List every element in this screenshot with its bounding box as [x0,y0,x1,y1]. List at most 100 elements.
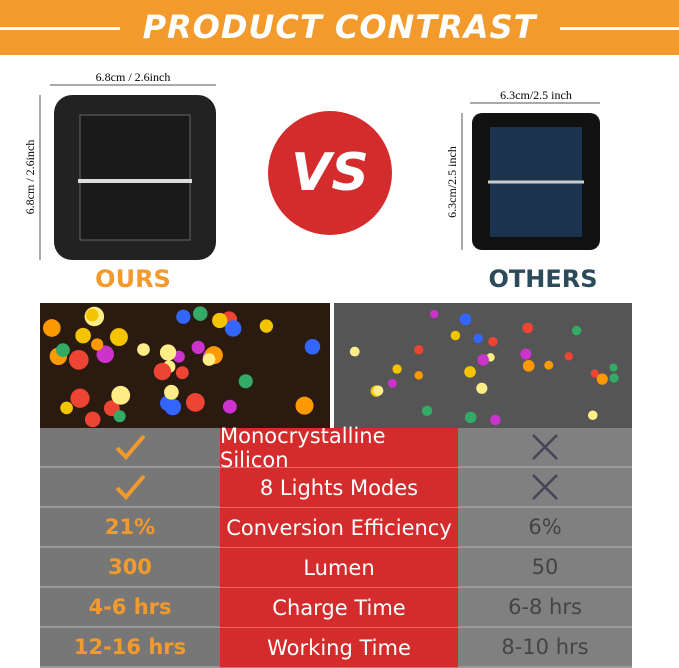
check-icon [115,434,146,460]
bulb [349,346,360,357]
bulb [544,360,554,370]
width-label: 6.3cm/2.5 inch [500,88,572,102]
bulb [295,396,314,415]
bulb [596,373,608,385]
bulb [224,320,242,337]
bulb [564,352,573,361]
bulb [159,344,177,361]
bulb [387,378,397,388]
check-icon [115,474,146,500]
feature-cell: Working Time [220,628,458,668]
bulb [414,371,424,380]
bulb [176,309,191,324]
others-cell: 6% [458,508,632,548]
bulb [56,343,70,358]
bulb [137,343,150,356]
others-cell [458,428,632,468]
ours-label: OURS [95,265,171,293]
bulb [192,306,208,321]
bulb [96,345,114,364]
others-cell [458,468,632,508]
bulb [60,401,73,415]
bulb [459,313,472,326]
ours-cell: 21% [40,508,220,548]
rule [0,27,120,30]
bulb [450,330,461,341]
cross-icon [532,474,558,500]
bulb [164,384,179,400]
bulb [414,345,424,355]
bulb [153,362,172,381]
table-row: 12-16 hrs Working Time 8-10 hrs [40,628,632,668]
bulb [222,399,237,414]
bulb [609,363,618,372]
comparison-table: Monocrystalline Silicon 8 Lights Modes 21%… [40,424,632,668]
others-cell: 50 [458,548,632,588]
bulb [522,322,534,334]
height-label: 6.3cm/2.5 inch [445,146,459,218]
bulb [464,411,477,424]
others-cell: 8-10 hrs [458,628,632,668]
table-row: 8 Lights Modes [40,468,632,508]
bulb [111,385,131,405]
others-label: OTHERS [488,265,597,293]
bulb [191,340,205,354]
feature-cell: Conversion Efficiency [220,508,458,548]
bulb [373,385,384,396]
bulb [490,414,501,426]
compare-panel: VS 6.8cm / 2.6inch 6.8cm / 2.6inch 6.3cm… [23,70,600,293]
bulb [477,354,489,366]
cross-icon [532,434,558,460]
bulb [109,328,128,347]
bulb [164,398,182,416]
bulb [609,373,619,383]
feature-cell: Monocrystalline Silicon [220,424,458,472]
vs-text: VS [291,143,369,203]
table-row: Monocrystalline Silicon [40,424,632,472]
bulb [202,353,216,366]
bulb [43,319,61,337]
table-row: 300 Lumen 50 [40,548,632,588]
table-row: 21% Conversion Efficiency 6% [40,508,632,548]
feature-cell: 8 Lights Modes [220,468,458,508]
bulb [587,410,598,421]
title: PRODUCT CONTRAST [142,8,537,46]
photos [40,303,632,428]
others-cell: 6-8 hrs [458,588,632,628]
rule [560,27,679,30]
bulb [238,374,253,389]
bulb [590,369,599,378]
bulb [392,364,402,374]
bulb [85,308,99,322]
bulb [464,366,476,378]
bulb [476,382,488,394]
bulb [212,312,228,329]
bulb [84,411,101,428]
bulb [571,325,582,336]
vs-badge [268,111,392,235]
feature-cell: Charge Time [220,588,458,628]
header: PRODUCT CONTRAST [0,0,679,55]
solar-cell [79,114,191,241]
ours-cell [40,468,220,508]
bulb [75,327,91,344]
ours-cell: 300 [40,548,220,588]
feature-cell: Lumen [220,548,458,588]
bulb [259,319,274,333]
ours-cell: 4-6 hrs [40,588,220,628]
bulb [70,388,90,408]
bulb [430,309,439,319]
bulb [520,348,532,360]
ours-cell [40,428,220,468]
bulb [488,337,498,347]
bulb [186,393,205,412]
table-row: 4-6 hrs Charge Time 6-8 hrs [40,588,632,628]
width-label: 6.8cm / 2.6inch [96,70,171,84]
bulb [473,333,483,344]
bulb [522,360,535,372]
height-label: 6.8cm / 2.6inch [23,140,37,215]
bulb [175,366,189,380]
bulb [421,405,433,417]
bulb [68,350,89,370]
